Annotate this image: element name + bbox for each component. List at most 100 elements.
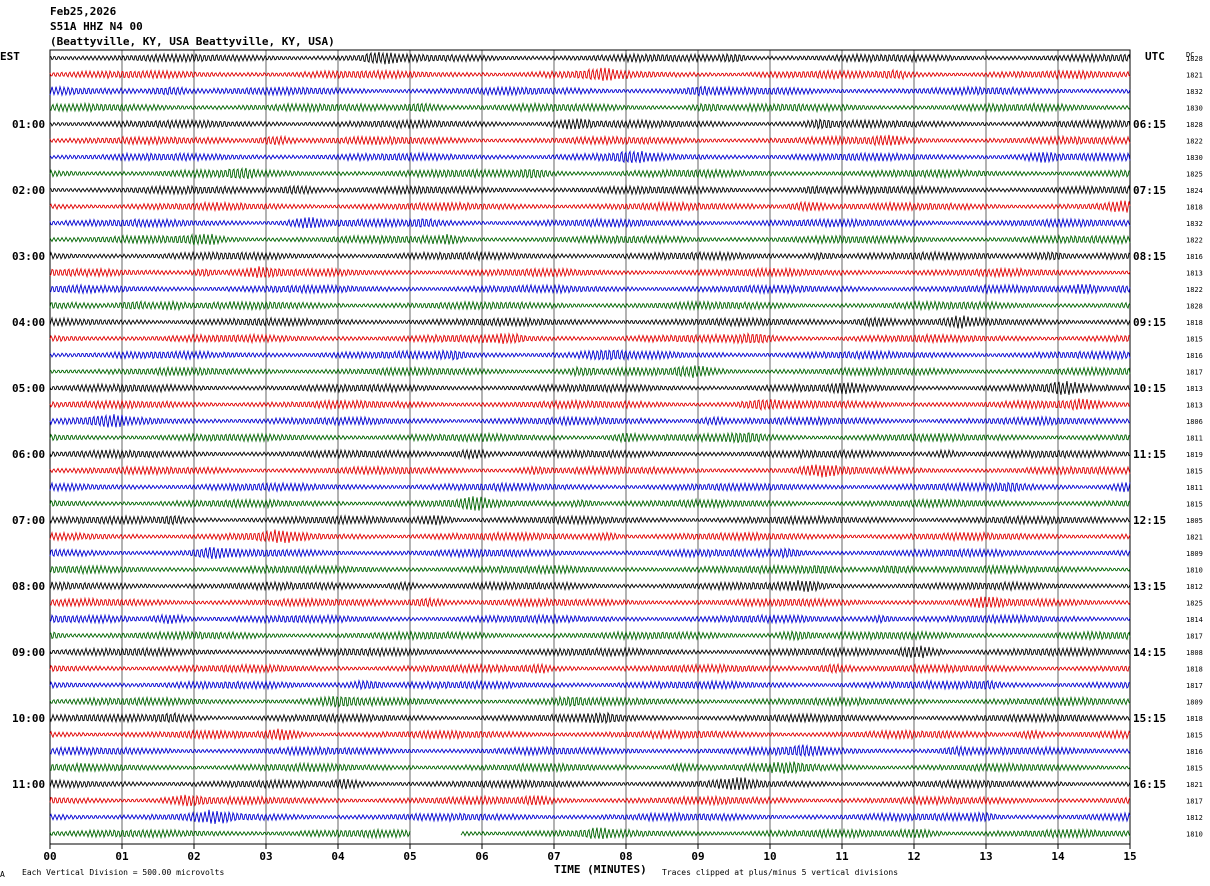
dc-value: 1816	[1186, 352, 1203, 360]
dc-value: 1815	[1186, 336, 1203, 344]
hour-label-right: 09:15	[1133, 316, 1166, 329]
seismic-trace	[49, 167, 1131, 180]
seismic-trace	[49, 613, 1131, 625]
dc-value: 1832	[1186, 220, 1203, 228]
x-axis-label: TIME (MINUTES)	[554, 863, 647, 876]
seismic-trace	[49, 448, 1131, 461]
seismic-trace	[49, 711, 1131, 725]
dc-value: 1818	[1186, 666, 1203, 674]
x-tick-label: 11	[835, 850, 849, 863]
seismic-trace	[49, 777, 1131, 790]
dc-value: 1817	[1186, 682, 1203, 690]
dc-value: 1818	[1186, 204, 1203, 212]
dc-value: 1830	[1186, 105, 1203, 113]
hour-label-right: 11:15	[1133, 448, 1166, 461]
seismic-trace	[49, 760, 1131, 775]
seismic-trace	[49, 233, 1131, 246]
seismic-trace	[49, 728, 1131, 741]
x-tick-label: 13	[979, 850, 992, 863]
dc-value: 1808	[1186, 649, 1203, 657]
seismic-trace	[49, 118, 1131, 130]
date-title: Feb25,2026	[50, 5, 117, 18]
location-title: (Beattyville, KY, USA Beattyville, KY, U…	[50, 35, 335, 48]
seismic-trace	[49, 563, 1131, 576]
dc-value: 1805	[1186, 517, 1203, 525]
dc-value: 1814	[1186, 616, 1203, 624]
seismic-trace	[49, 695, 1131, 708]
dc-value: 1828	[1186, 55, 1203, 63]
dc-value: 1811	[1186, 435, 1203, 443]
x-tick-label: 04	[331, 850, 345, 863]
dc-value: 1817	[1186, 633, 1203, 641]
seismic-trace	[49, 364, 1131, 378]
seismic-trace	[49, 580, 1131, 593]
dc-value: 1813	[1186, 385, 1203, 393]
seismic-trace	[49, 514, 1131, 526]
seismic-trace	[49, 496, 1131, 511]
dc-value: 1821	[1186, 534, 1203, 542]
hour-label-left: 04:00	[12, 316, 45, 329]
seismic-trace	[49, 678, 1131, 691]
hour-label-left: 06:00	[12, 448, 45, 461]
hour-label-right: 08:15	[1133, 250, 1166, 263]
seismic-trace	[49, 266, 1131, 279]
seismic-trace	[49, 184, 1131, 196]
hour-label-left: 07:00	[12, 514, 45, 527]
seismic-trace	[49, 413, 1131, 428]
dc-value: 1824	[1186, 187, 1203, 195]
dc-value: 1809	[1186, 699, 1203, 707]
dc-value: 1811	[1186, 484, 1203, 492]
seismic-trace	[49, 85, 1131, 97]
seismic-trace	[49, 299, 1131, 312]
seismic-trace	[49, 529, 1131, 543]
x-tick-label: 05	[403, 850, 416, 863]
hour-label-left: 11:00	[12, 778, 45, 791]
seismic-trace	[49, 200, 1131, 213]
dc-value: 1815	[1186, 501, 1203, 509]
dc-value: 1810	[1186, 831, 1203, 839]
dc-value: 1830	[1186, 154, 1203, 162]
timezone-left: EST	[0, 50, 20, 63]
dc-value: 1813	[1186, 402, 1203, 410]
dc-value: 1815	[1186, 468, 1203, 476]
dc-value: 1821	[1186, 781, 1203, 789]
dc-value: 1818	[1186, 715, 1203, 723]
hour-label-right: 06:15	[1133, 118, 1166, 131]
seismic-trace	[49, 431, 1131, 444]
seismic-trace	[49, 250, 1131, 262]
dc-value: 1816	[1186, 253, 1203, 261]
timezone-right: UTC	[1145, 50, 1165, 63]
dc-value: 1812	[1186, 583, 1203, 591]
seismic-trace	[49, 150, 1131, 164]
dc-value: 1813	[1186, 270, 1203, 278]
seismic-trace	[49, 464, 1131, 478]
seismic-trace	[49, 67, 1131, 81]
x-tick-label: 02	[187, 850, 200, 863]
corner-mark: A	[0, 870, 5, 879]
dc-value: 1815	[1186, 732, 1203, 740]
seismic-trace	[49, 547, 1131, 560]
seismic-trace	[49, 380, 1131, 395]
dc-value: 1819	[1186, 451, 1203, 459]
seismic-trace	[49, 596, 1131, 609]
dc-value: 1825	[1186, 171, 1203, 179]
x-tick-label: 06	[475, 850, 489, 863]
dc-value: 1822	[1186, 237, 1203, 245]
dc-value: 1828	[1186, 121, 1203, 129]
seismic-trace	[49, 398, 1131, 412]
dc-value: 1817	[1186, 369, 1203, 377]
seismic-trace	[49, 51, 1131, 65]
hour-label-right: 13:15	[1133, 580, 1166, 593]
hour-label-left: 02:00	[12, 184, 45, 197]
scale-note: Each Vertical Division = 500.00 microvol…	[22, 868, 225, 877]
hour-label-right: 10:15	[1133, 382, 1166, 395]
x-tick-label: 03	[259, 850, 272, 863]
dc-value: 1817	[1186, 798, 1203, 806]
x-tick-label: 01	[115, 850, 129, 863]
dc-value: 1822	[1186, 286, 1203, 294]
dc-value: 1815	[1186, 765, 1203, 773]
seismic-trace	[49, 481, 1131, 493]
x-tick-label: 07	[547, 850, 560, 863]
x-tick-label: 09	[691, 850, 704, 863]
